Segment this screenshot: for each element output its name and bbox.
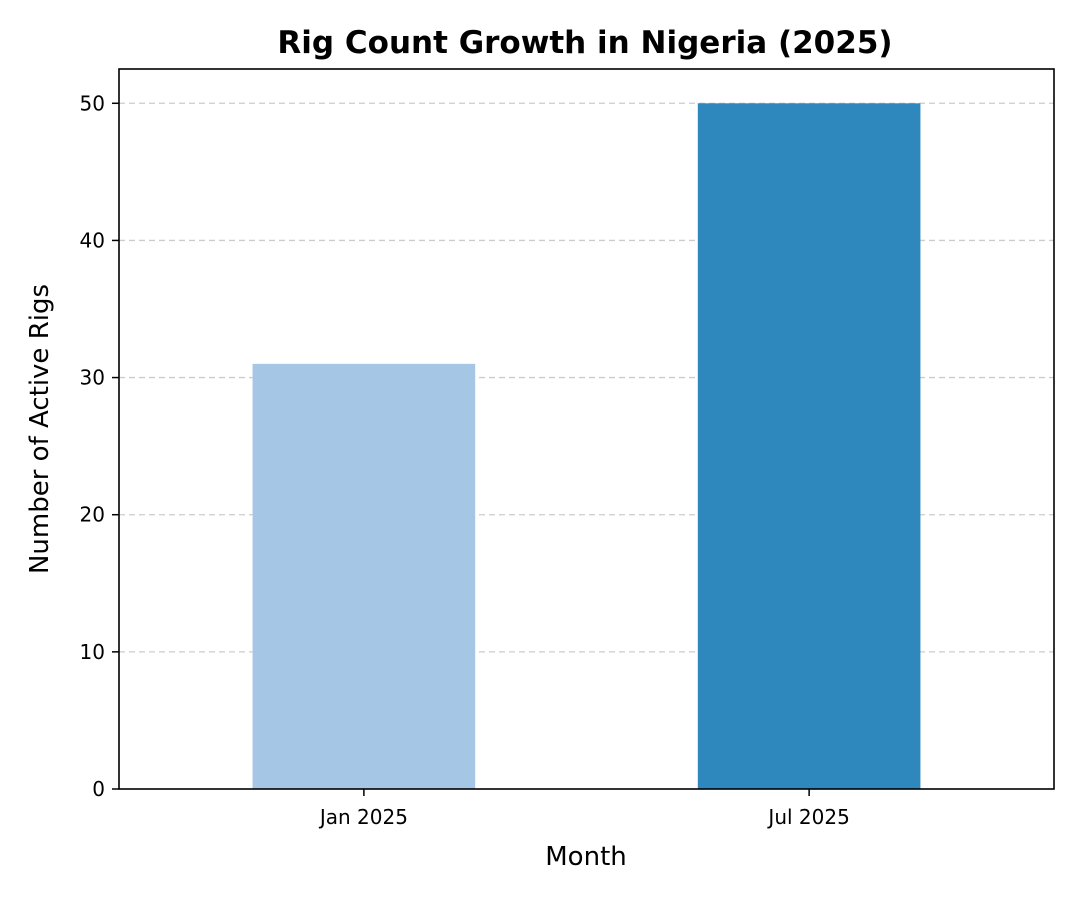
x-axis-ticks: Jan 2025 Jul 2025 (318, 789, 850, 829)
y-axis-label: Number of Active Rigs (25, 284, 55, 574)
y-tick-label: 30 (80, 366, 105, 390)
x-tick-label: Jan 2025 (318, 805, 408, 829)
y-axis-ticks: 0 10 20 30 40 50 (80, 91, 119, 801)
y-tick-label: 0 (92, 777, 105, 801)
bar-jul-2025 (697, 103, 921, 790)
x-axis-label: Month (545, 842, 627, 872)
plot-frame (118, 68, 1055, 790)
y-tick-label: 50 (80, 91, 105, 115)
chart-title: Rig Count Growth in Nigeria (2025) (277, 25, 892, 61)
x-tick-label: Jul 2025 (766, 805, 849, 829)
y-tick-label: 40 (80, 228, 105, 252)
y-tick-label: 20 (80, 503, 105, 527)
y-tick-label: 10 (80, 640, 105, 664)
bar-jan-2025 (252, 363, 476, 789)
bars (252, 103, 921, 790)
